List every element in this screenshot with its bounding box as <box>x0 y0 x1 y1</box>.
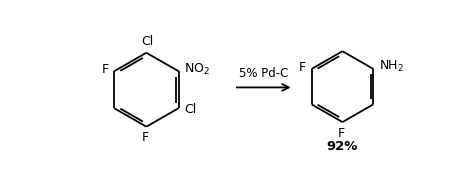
Text: F: F <box>102 63 109 76</box>
Text: F: F <box>142 131 149 144</box>
Text: 5% Pd-C: 5% Pd-C <box>239 67 289 80</box>
Text: NH$_2$: NH$_2$ <box>379 59 404 74</box>
Text: Cl: Cl <box>184 103 196 116</box>
Text: F: F <box>299 61 306 74</box>
Text: F: F <box>338 127 345 140</box>
Text: Cl: Cl <box>141 35 153 48</box>
Text: 92%: 92% <box>327 140 358 153</box>
Text: NO$_2$: NO$_2$ <box>184 62 210 77</box>
